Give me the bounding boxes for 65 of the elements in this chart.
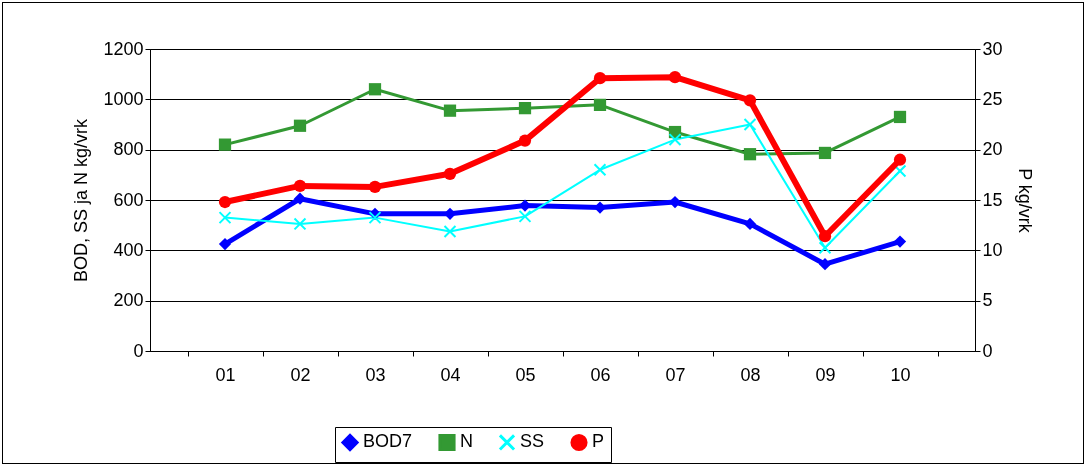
point xyxy=(818,146,832,160)
y-tick-label: 1200 xyxy=(103,38,144,59)
point xyxy=(443,104,457,117)
point xyxy=(593,72,607,85)
point xyxy=(893,164,907,178)
point xyxy=(293,217,307,231)
x-tick-label: 03 xyxy=(365,364,386,385)
point xyxy=(893,153,907,166)
x-tick-label: 07 xyxy=(665,364,686,385)
point xyxy=(893,235,907,248)
point xyxy=(218,211,232,225)
x-tick-label: 08 xyxy=(740,364,761,385)
point xyxy=(818,241,832,255)
point xyxy=(518,209,532,223)
point xyxy=(293,119,307,132)
legend-label: BOD7 xyxy=(363,431,413,452)
y2-tick-label: 0 xyxy=(982,340,993,361)
point xyxy=(218,195,232,209)
point xyxy=(368,180,382,194)
legend-label: P xyxy=(592,431,605,452)
point xyxy=(818,258,832,271)
point xyxy=(668,71,682,84)
point xyxy=(518,102,532,115)
x-tick-label: 09 xyxy=(815,364,836,385)
y-tick-label: 1000 xyxy=(103,88,144,109)
y-tick-label: 200 xyxy=(113,290,144,311)
point xyxy=(293,179,307,193)
x-tick-label: 02 xyxy=(290,364,311,385)
y-tick-label: 600 xyxy=(113,189,144,210)
point xyxy=(593,98,607,111)
y2-axis-title: P kg/vrk xyxy=(1014,168,1035,234)
y2-tick-label: 25 xyxy=(982,88,1003,109)
y2-tick-label: 5 xyxy=(982,290,993,311)
point xyxy=(818,230,832,243)
point xyxy=(368,83,382,96)
point xyxy=(443,224,457,238)
point xyxy=(593,201,607,214)
point xyxy=(293,192,307,205)
x-tick-label: 10 xyxy=(890,364,911,385)
point xyxy=(218,138,232,151)
y2-tick-label: 30 xyxy=(982,38,1003,59)
x-tick-label: 01 xyxy=(215,364,236,385)
y-tick-label: 800 xyxy=(113,139,144,160)
x-tick-label: 04 xyxy=(440,364,461,385)
y-tick-label: 400 xyxy=(113,239,144,260)
legend-label: N xyxy=(460,431,473,452)
y-tick-label: 0 xyxy=(133,340,144,361)
point xyxy=(743,94,757,107)
point xyxy=(593,163,607,177)
point xyxy=(368,211,382,225)
y2-tick-label: 20 xyxy=(982,139,1003,160)
x-tick-label: 06 xyxy=(590,364,611,385)
legend-label: SS xyxy=(520,431,545,452)
y-axis-title: BOD, SS ja N kg/vrk xyxy=(71,117,92,283)
point xyxy=(668,133,682,147)
point xyxy=(743,217,757,231)
point xyxy=(743,118,757,131)
y2-tick-label: 15 xyxy=(982,189,1003,210)
x-tick-label: 05 xyxy=(515,364,536,385)
y2-tick-label: 10 xyxy=(982,239,1003,260)
point xyxy=(893,110,907,124)
point xyxy=(743,148,757,161)
point xyxy=(518,134,532,147)
point xyxy=(443,167,457,180)
point xyxy=(218,237,232,251)
